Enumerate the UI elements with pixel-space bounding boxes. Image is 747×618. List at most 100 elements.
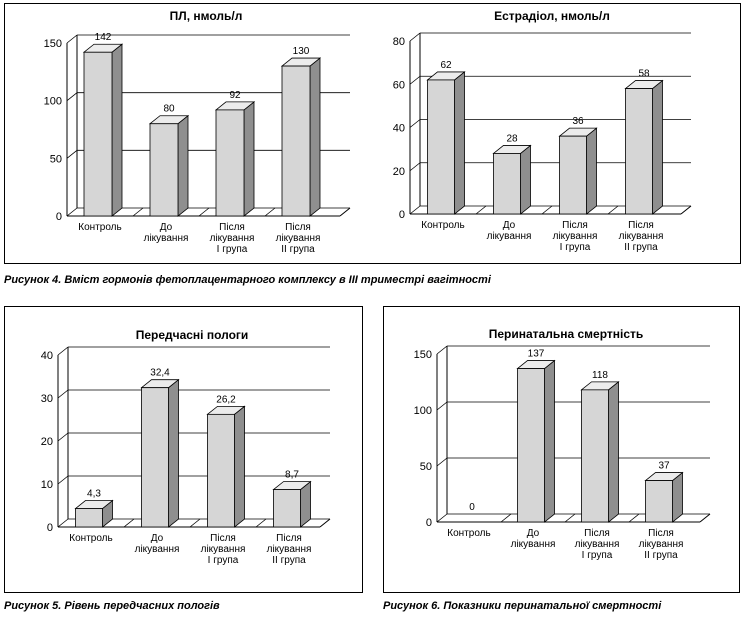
x-tick-label: До лікування: [135, 533, 180, 555]
gridline-diagonal: [409, 32, 421, 42]
x-tick-label: До лікування: [144, 222, 189, 244]
y-tick-label: 20: [41, 436, 53, 448]
y-tick-label: 100: [44, 96, 62, 108]
gridline-diagonal: [409, 205, 421, 215]
gridline-diagonal: [409, 119, 421, 128]
x-tick-label: Після лікування ІІ група: [267, 533, 312, 566]
y-tick-label: 50: [420, 461, 432, 473]
y-tick-label: 40: [41, 350, 53, 362]
bar: [580, 381, 620, 523]
figure-6-frame: [383, 306, 740, 593]
bar: [516, 359, 556, 523]
y-tick-label: 80: [393, 36, 405, 48]
y-tick-label: 40: [393, 123, 405, 135]
floor-separator: [189, 518, 201, 528]
caption-figure-4: Рисунок 4. Вміст гормонів фетоплацентарн…: [4, 274, 492, 286]
bar: [272, 480, 312, 528]
floor-separator: [132, 207, 144, 217]
x-tick-label: До лікування: [487, 220, 532, 242]
floor-separator: [564, 513, 576, 523]
chart-pl: ПЛ, нмоль/л 0 50 100 150 142 Контроль 80 До лікув…: [44, 9, 351, 255]
bar-value-label: 92: [229, 90, 241, 101]
gridline-diagonal: [436, 513, 448, 523]
bar: [140, 378, 180, 528]
bar: [206, 405, 246, 528]
bar-value-label: 137: [528, 349, 545, 360]
figure-5-frame: [4, 306, 363, 593]
y-tick-label: 10: [41, 479, 53, 491]
x-tick-label: Після лікування ІІ група: [276, 222, 321, 255]
bar-value-label: 8,7: [285, 470, 299, 481]
bar: [214, 101, 256, 217]
chart-preterm-birth: Передчасні пологи 0 10 20 30 40 4,3 Контроль 32,…: [41, 328, 331, 566]
chart-title: Естрадіол, нмоль/л: [494, 9, 610, 23]
chart-estradiol: Естрадіол, нмоль/л 0 20 40 60 80 62 Контроль 28 Д…: [393, 9, 692, 253]
y-tick-label: 100: [414, 405, 432, 417]
bar-value-label: 4,3: [87, 489, 101, 500]
bar-value-label: 36: [572, 116, 584, 127]
bar: [492, 144, 532, 215]
bar: [82, 43, 124, 217]
x-tick-label: Контроль: [447, 528, 490, 539]
y-tick-label: 50: [50, 153, 62, 165]
x-tick-label: Після лікування ІІ група: [639, 528, 684, 561]
x-tick-label: До лікування: [511, 528, 556, 550]
bar-value-label: 32,4: [150, 368, 170, 379]
bar: [558, 127, 598, 215]
gridline-diagonal: [66, 207, 78, 217]
caption-figure-6: Рисунок 6. Показники перинатальної смерт…: [383, 600, 662, 612]
gridline-diagonal: [57, 346, 69, 356]
x-tick-label: Після лікування І група: [210, 222, 255, 255]
bar: [148, 114, 190, 217]
x-tick-label: Після лікування ІІ група: [619, 220, 664, 253]
figure-4-frame: [4, 3, 741, 264]
bar-value-label: 118: [592, 370, 608, 381]
bar-value-label: 37: [658, 461, 670, 472]
gridline-diagonal: [57, 432, 69, 442]
chart-perinatal-mortality: Перинатальна смертність 0 50 100 150 0 Контрол…: [414, 327, 711, 561]
y-tick-label: 20: [393, 166, 405, 178]
y-tick-label: 0: [399, 209, 405, 221]
bar-value-label: 26,2: [216, 394, 236, 405]
floor-separator: [123, 518, 135, 528]
floor-separator: [255, 518, 267, 528]
y-tick-label: 0: [47, 522, 53, 534]
gridline-diagonal: [57, 475, 69, 485]
gridline-diagonal: [66, 34, 78, 44]
chart-title: ПЛ, нмоль/л: [170, 9, 243, 23]
bar-value-label: 0: [469, 502, 475, 513]
x-tick-label: Після лікування І група: [201, 533, 246, 566]
x-tick-label: Контроль: [421, 220, 464, 231]
bar-value-label: 80: [163, 104, 175, 115]
floor-separator: [264, 207, 276, 217]
gridline-diagonal: [57, 389, 69, 399]
gridline-diagonal: [409, 162, 421, 172]
floor-separator: [475, 205, 487, 215]
chart-title: Передчасні пологи: [136, 328, 249, 342]
bar-value-label: 142: [95, 32, 112, 43]
bar-value-label: 62: [440, 60, 452, 71]
gridline-diagonal: [66, 150, 78, 159]
gridline-diagonal: [436, 457, 448, 467]
y-tick-label: 0: [426, 517, 432, 529]
caption-figure-5: Рисунок 5. Рівень передчасних пологів: [4, 600, 220, 612]
floor-separator: [628, 513, 640, 523]
bar: [624, 79, 664, 215]
x-tick-label: Після лікування І група: [553, 220, 598, 253]
x-tick-label: Після лікування І група: [575, 528, 620, 561]
gridline-diagonal: [436, 345, 448, 355]
chart-title: Перинатальна смертність: [489, 327, 644, 341]
y-tick-label: 30: [41, 393, 53, 405]
gridline-diagonal: [66, 92, 78, 101]
bar-value-label: 130: [293, 46, 310, 57]
y-tick-label: 0: [56, 211, 62, 223]
floor-separator: [500, 513, 512, 523]
floor-separator: [607, 205, 619, 215]
x-tick-label: Контроль: [78, 222, 121, 233]
x-tick-label: Контроль: [69, 533, 112, 544]
floor-edge: [680, 205, 692, 215]
y-tick-label: 60: [393, 79, 405, 91]
gridline-diagonal: [409, 75, 421, 85]
bar: [426, 71, 466, 215]
y-tick-label: 150: [44, 38, 62, 50]
